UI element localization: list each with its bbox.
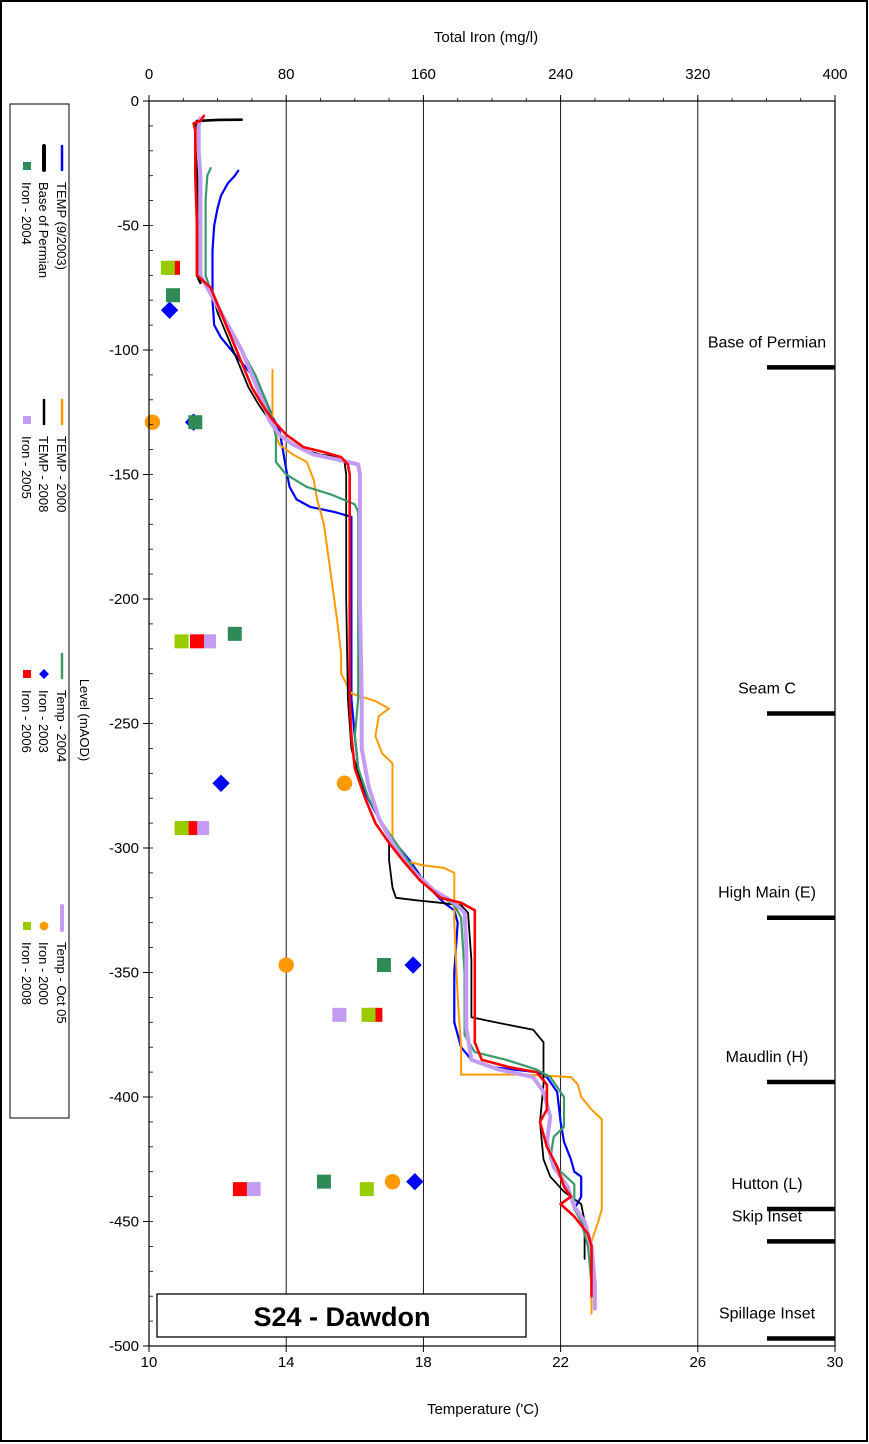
legend: Level (mAOD) TEMP (9/2003)Base of Permian…	[9, 103, 92, 1119]
level-tick-label: -450	[109, 1214, 139, 1231]
legend-label-iron_2004: Iron - 2004	[19, 182, 34, 245]
series-iron-2006-temp	[192, 114, 593, 1298]
legend-swatch-iron_2000	[39, 921, 49, 931]
iron-tick-label: 400	[822, 66, 847, 83]
title-box	[156, 1293, 527, 1338]
point-iron-2004	[188, 415, 203, 430]
iron-tick-label: 0	[145, 66, 153, 83]
seam-label-high-main-e: High Main (E)	[718, 885, 816, 902]
seam-label-hutton-l: Hutton (L)	[731, 1176, 802, 1193]
iron-tick-label: 160	[411, 66, 436, 83]
chart-title: S24 - Dawdon	[253, 1302, 430, 1332]
legend-box	[9, 103, 70, 1119]
temp-tick-label: 10	[141, 1354, 158, 1371]
bottom-axis-title: Temperature ('C)	[427, 1401, 539, 1418]
point-iron-2008	[174, 821, 189, 836]
temp-tick-label: 18	[415, 1354, 432, 1371]
point-iron-2004	[376, 958, 391, 973]
legend-swatch-iron_2003	[39, 669, 49, 679]
point-iron-2000	[278, 957, 294, 973]
point-iron-2005	[202, 634, 217, 649]
iron-tick-label: 80	[278, 66, 295, 83]
legend-label-temp_2003: TEMP (9/2003)	[54, 182, 69, 270]
legend-swatch-iron_2005	[23, 416, 31, 424]
series-temp-oct-05	[196, 116, 597, 1311]
vertical-gridlines	[285, 101, 699, 1346]
point-iron-2008	[160, 260, 175, 275]
level-tick-label: -300	[109, 840, 139, 857]
temp-tick-label: 22	[552, 1354, 569, 1371]
level-tick-label: -150	[109, 467, 139, 484]
seam-label-maudlin-h: Maudlin (H)	[726, 1049, 809, 1066]
iron-tick-label: 240	[548, 66, 573, 83]
legend-label-temp_oct05: Temp - Oct 05	[54, 942, 69, 1024]
legend-label-temp_2004: Temp - 2004	[54, 690, 69, 762]
point-iron-2004	[316, 1174, 331, 1189]
temperature-series	[192, 114, 603, 1315]
axes: 10 14 18 22 26 30 0 80 160 240 320 400 0 -50 -100 -150 -…	[109, 66, 848, 1371]
level-tick-label: -500	[109, 1338, 139, 1355]
seam-label-base-of-permian: Base of Permian	[708, 334, 826, 351]
point-iron-2000	[144, 414, 161, 430]
coal-seam-markers: Base of Permian Seam C High Main (E) Maudli…	[708, 334, 835, 1341]
level-tick-label: -250	[109, 716, 139, 733]
temp-tick-label: 26	[689, 1354, 706, 1371]
legend-label-temp_2000: TEMP - 2000	[54, 436, 69, 512]
legend-label-iron_2000: Iron - 2000	[36, 942, 51, 1005]
point-iron-2004	[166, 288, 181, 303]
point-iron-2005	[246, 1182, 261, 1197]
temp-tick-label: 14	[278, 1354, 295, 1371]
temp-tick-label: 30	[827, 1354, 844, 1371]
seam-label-spillage-inset: Spillage Inset	[719, 1306, 816, 1323]
iron-markers	[144, 260, 424, 1197]
legend-label-iron_2005: Iron - 2005	[19, 436, 34, 499]
level-tick-label: -400	[109, 1089, 139, 1106]
point-iron-2006	[232, 1182, 247, 1197]
legend-label-base_permian: Base of Permian	[36, 182, 51, 278]
point-iron-2005	[195, 821, 210, 836]
point-iron-2003	[404, 956, 422, 974]
legend-label-iron_2006: Iron - 2006	[19, 690, 34, 753]
point-iron-2006	[190, 634, 205, 649]
legend-swatch-iron_2006	[23, 670, 31, 678]
point-iron-2003	[160, 301, 179, 319]
point-iron-2008	[359, 1182, 374, 1197]
level-tick-label: 0	[131, 93, 139, 110]
top-axis-title: Total Iron (mg/l)	[434, 29, 538, 46]
legend-label-iron_2003: Iron - 2003	[36, 690, 51, 753]
level-tick-label: -200	[109, 591, 139, 608]
point-iron-2003	[212, 774, 230, 792]
point-iron-2008	[361, 1007, 376, 1022]
level-tick-label: -50	[117, 218, 139, 235]
legend-swatch-iron_2008	[23, 922, 31, 930]
level-tick-label: -100	[109, 342, 139, 359]
y-axis-title: Level (mAOD)	[77, 679, 92, 761]
legend-label-iron_2008: Iron - 2008	[19, 942, 34, 1005]
point-iron-2005	[332, 1007, 347, 1022]
seam-label-seam-c: Seam C	[738, 681, 796, 698]
iron-tick-label: 320	[685, 66, 710, 83]
point-iron-2008	[174, 634, 189, 649]
point-iron-2004	[227, 626, 242, 641]
legend-swatch-iron_2004	[23, 162, 31, 170]
level-tick-label: -350	[109, 965, 139, 982]
point-iron-2003	[406, 1172, 424, 1191]
series-temp-2000	[271, 368, 603, 1315]
seam-label-skip-inset: Skip Inset	[732, 1208, 803, 1225]
legend-label-temp_2008: TEMP - 2008	[36, 436, 51, 512]
point-iron-2000	[336, 775, 353, 791]
point-iron-2000	[384, 1173, 401, 1190]
